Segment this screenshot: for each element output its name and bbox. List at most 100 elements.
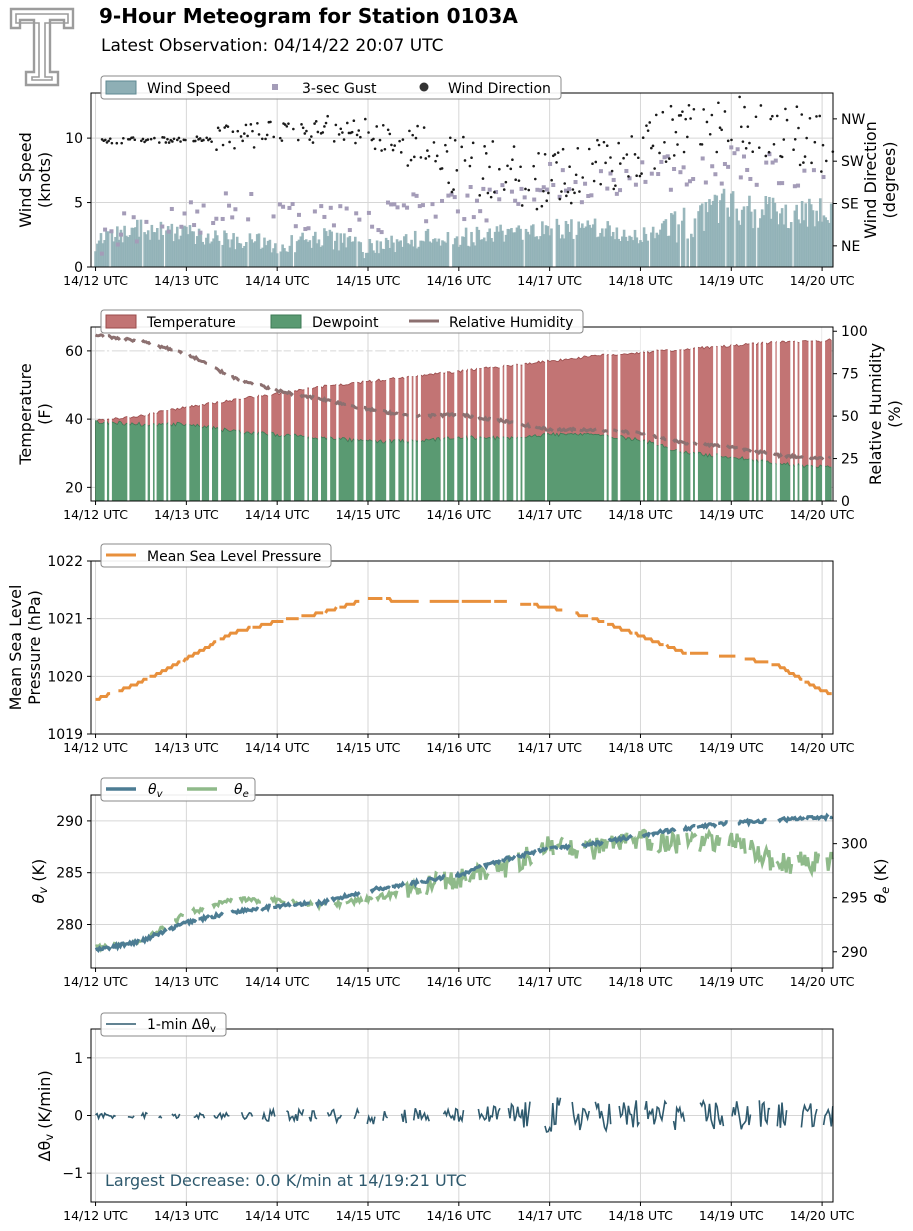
wind-direction-point: [668, 157, 671, 160]
wind-speed-bar: [335, 232, 339, 267]
legend-label: Mean Sea Level Pressure: [147, 549, 321, 565]
wind-direction-point: [594, 160, 598, 164]
gust-marker: [405, 205, 410, 210]
theta-e-line: [191, 906, 205, 916]
wind-direction-point: [527, 188, 531, 192]
wind-speed-bar: [175, 226, 179, 267]
wind-speed-bar: [611, 231, 615, 267]
wind-speed-bar: [657, 234, 660, 267]
wind-direction-point: [797, 126, 800, 130]
relative-humidity-line: [177, 349, 184, 355]
wind-speed-bar: [697, 211, 700, 267]
data-gap: [667, 327, 671, 501]
wind-direction-point: [533, 177, 537, 181]
wind-speed-bar: [784, 204, 788, 267]
gust-marker: [220, 216, 225, 221]
gust-marker: [729, 145, 734, 150]
wind-direction-point: [674, 130, 678, 134]
relative-humidity-line: [140, 338, 152, 346]
wind-direction-point: [573, 191, 576, 195]
wind-speed-bar: [482, 237, 486, 267]
data-gap: [513, 327, 517, 501]
wind-direction-point: [705, 120, 709, 124]
legend: 1-min Δθv: [100, 1012, 227, 1037]
wind-speed-bar: [312, 235, 315, 267]
wind-direction-point: [311, 141, 315, 144]
wind-direction-point: [372, 137, 375, 141]
gust-marker: [532, 197, 537, 202]
theta-v-line: [501, 854, 517, 864]
wind-speed-bar: [408, 244, 412, 267]
wind-direction-point: [310, 135, 313, 138]
wind-direction-point: [447, 181, 450, 185]
relative-humidity-line: [299, 393, 315, 401]
wind-direction-point: [198, 137, 202, 140]
wind-speed-bar: [531, 224, 535, 267]
y2-tick-label: SE: [841, 197, 859, 213]
relative-humidity-line: [94, 333, 105, 338]
wind-direction-point: [486, 191, 490, 195]
wind-speed-bar: [390, 235, 393, 267]
wind-direction-point: [104, 138, 107, 142]
theta-e-line: [375, 888, 399, 903]
wind-direction-point: [810, 161, 813, 165]
wind-direction-point: [759, 104, 763, 107]
relative-humidity-line: [382, 409, 399, 416]
wind-direction-point: [337, 133, 341, 136]
y2-tick-label: 300: [841, 837, 868, 853]
pressure-line: [607, 622, 633, 635]
wind-direction-point: [782, 138, 786, 141]
wind-speed-bar: [731, 191, 735, 267]
wind-speed-bar: [748, 195, 751, 267]
gust-marker: [567, 187, 572, 192]
wind-direction-point: [636, 156, 640, 160]
gust-marker: [538, 188, 543, 193]
x-tick-label: 14/13 UTC: [154, 273, 219, 288]
wind-speed-bar: [237, 242, 241, 267]
gust-marker: [440, 198, 445, 203]
gust-marker: [484, 218, 489, 223]
wind-direction-point: [324, 121, 328, 125]
gust-marker: [227, 203, 232, 208]
wind-direction-point: [265, 133, 269, 137]
wind-speed-bar: [635, 237, 639, 267]
wind-direction-point: [359, 135, 362, 139]
axis-label: Wind Direction(degrees): [861, 121, 899, 239]
legend-label: θe: [234, 782, 249, 800]
wind-direction-point: [795, 105, 799, 109]
gust-marker: [166, 229, 171, 234]
wind-direction-point: [700, 143, 704, 146]
data-gap: [499, 327, 503, 501]
relative-humidity-line: [772, 452, 784, 460]
data-gap: [168, 327, 171, 501]
wind-speed-bar: [157, 239, 161, 267]
wind-speed-bar: [492, 241, 495, 267]
wind-direction-point: [739, 125, 743, 129]
data-gap: [268, 327, 272, 501]
wind-speed-bar: [809, 204, 813, 267]
wind-direction-point: [313, 122, 316, 125]
delta-theta-line: [400, 1109, 408, 1124]
data-gap: [517, 327, 521, 501]
wind-direction-point: [323, 125, 326, 128]
gust-marker: [354, 211, 359, 216]
wind-speed-bar: [808, 198, 811, 267]
data-gap: [763, 327, 767, 501]
data-gap: [608, 327, 612, 501]
wind-speed-bar: [177, 239, 181, 267]
wind-direction-point: [560, 190, 563, 193]
relative-humidity-line: [439, 412, 457, 419]
pressure-line: [386, 597, 419, 603]
wind-speed-bar: [321, 245, 324, 267]
y2-tick-label: 295: [841, 891, 868, 907]
wind-speed-bar: [591, 224, 595, 267]
page-title: 9-Hour Meteogram for Station 0103A: [99, 4, 518, 28]
pressure-line: [804, 680, 832, 696]
data-gap: [318, 327, 321, 501]
relative-humidity-line: [672, 438, 690, 446]
wind-direction-point: [388, 132, 392, 136]
gust-marker: [211, 221, 216, 226]
gust-marker: [281, 204, 286, 209]
data-gap: [776, 327, 780, 501]
wind-speed-bar: [121, 242, 125, 267]
